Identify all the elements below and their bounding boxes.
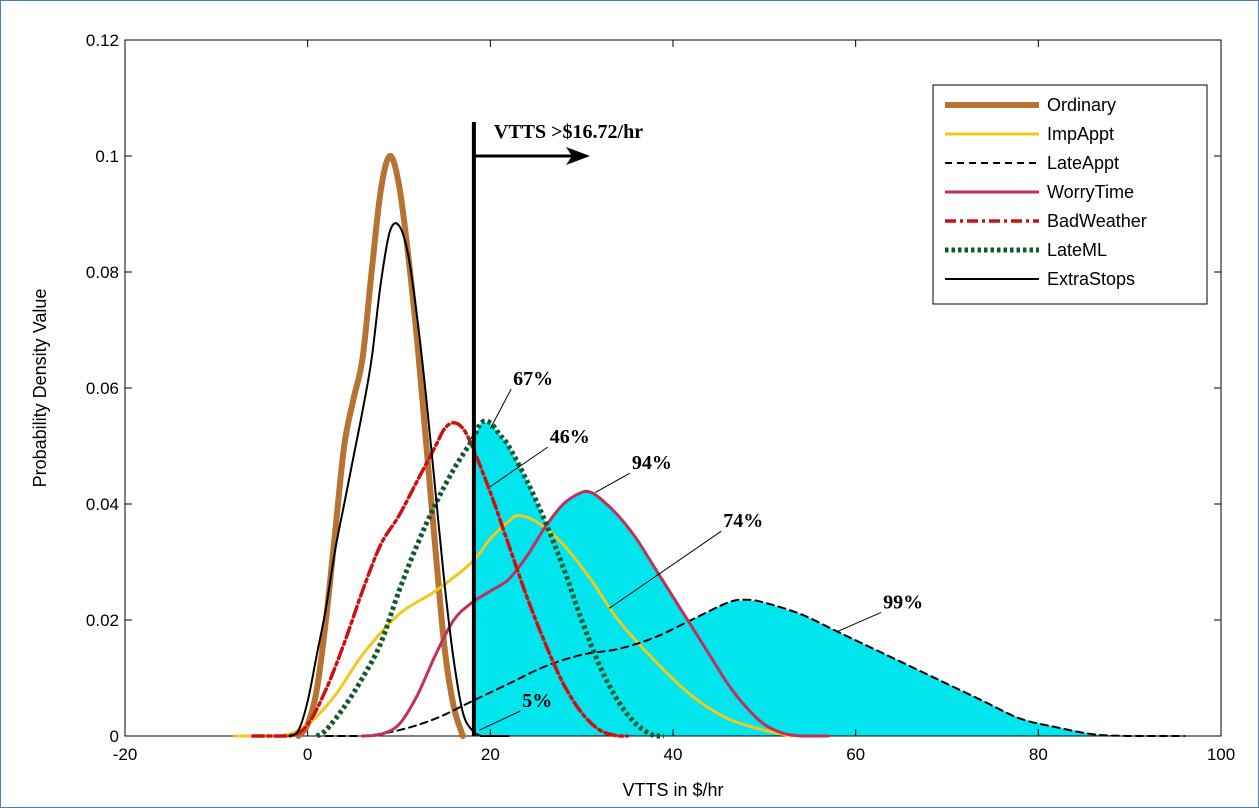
- x-tick-label: 0: [303, 745, 312, 764]
- series-line-extrastops: [288, 222, 510, 737]
- legend-entry-lateappt: LateAppt: [1047, 153, 1119, 173]
- series-line-badweather: [251, 421, 630, 738]
- threshold-label: VTTS >$16.72/hr: [494, 121, 643, 143]
- y-tick-label: 0.1: [95, 147, 119, 166]
- legend-entry-lateml: LateML: [1047, 240, 1107, 260]
- annotation-leader-worrytime: [595, 472, 631, 493]
- x-tick-label: -20: [113, 745, 138, 764]
- legend: Ordinary ImpAppt LateAppt WorryTime BadWeath…: [932, 84, 1208, 305]
- x-tick-label: 60: [846, 745, 865, 764]
- x-ticks: -20 0 20 40 60 80 100: [113, 40, 1235, 764]
- series-line-impappt: [233, 514, 794, 738]
- x-tick-label: 80: [1029, 745, 1048, 764]
- annotation-leader-lateappt: [837, 611, 882, 633]
- y-tick-label: 0.12: [86, 31, 119, 50]
- x-tick-label: 20: [481, 745, 500, 764]
- legend-entry-extrastops: ExtraStops: [1047, 269, 1135, 289]
- threshold-arrow-head: [566, 147, 590, 165]
- annotation-label-impappt: 74%: [723, 510, 763, 532]
- annotation-label-lateappt: 99%: [883, 591, 923, 613]
- legend-entry-worrytime: WorryTime: [1047, 182, 1134, 202]
- fill-lateml: [473, 422, 664, 736]
- x-axis-label: VTTS in $/hr: [622, 780, 723, 800]
- y-tick-label: 0.02: [86, 611, 119, 630]
- series-line-lateappt: [324, 598, 1186, 737]
- series-curves: [233, 153, 1186, 739]
- y-tick-label: 0.04: [86, 495, 119, 514]
- annotation-leader-impappt: [608, 530, 722, 609]
- y-axis-label: Probability Density Value: [30, 289, 50, 488]
- legend-entry-impappt: ImpAppt: [1047, 124, 1114, 144]
- legend-entry-badweather: BadWeather: [1047, 211, 1147, 231]
- threshold-group: VTTS >$16.72/hr: [471, 121, 643, 736]
- y-tick-label: 0.06: [86, 379, 119, 398]
- series-line-ordinary: [295, 153, 466, 739]
- series-line-worrytime: [360, 489, 830, 738]
- y-tick-label: 0.08: [86, 263, 119, 282]
- x-tick-label: 40: [664, 745, 683, 764]
- annotation-label-lateml: 67%: [513, 368, 553, 390]
- exceedance-fills: [473, 422, 1185, 736]
- annotation-leader-extrastops: [479, 710, 521, 731]
- annotation-label-extrastops: 5%: [522, 690, 552, 712]
- legend-entry-ordinary: Ordinary: [1047, 95, 1116, 115]
- annotation-label-badweather: 46%: [550, 426, 590, 448]
- annotation-leader-badweather: [490, 446, 548, 488]
- legend-box: [932, 84, 1208, 305]
- annotation-leader-lateml: [489, 388, 512, 429]
- percent-annotations: 67% 46% 94% 74% 99% 5%: [479, 368, 923, 731]
- x-tick-label: 100: [1207, 745, 1235, 764]
- y-ticks: 0 0.02 0.04 0.06 0.08 0.1 0.12: [86, 31, 1221, 746]
- y-tick-label: 0: [110, 727, 119, 746]
- annotation-label-worrytime: 94%: [632, 452, 672, 474]
- series-line-lateml: [315, 418, 664, 739]
